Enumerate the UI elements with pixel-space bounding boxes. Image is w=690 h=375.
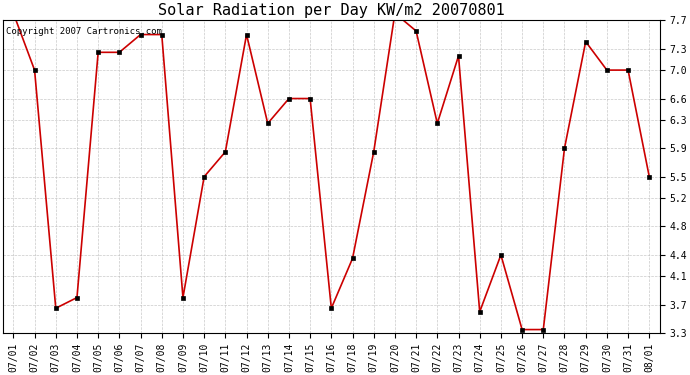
Text: Copyright 2007 Cartronics.com: Copyright 2007 Cartronics.com <box>6 27 162 36</box>
Title: Solar Radiation per Day KW/m2 20070801: Solar Radiation per Day KW/m2 20070801 <box>158 3 504 18</box>
